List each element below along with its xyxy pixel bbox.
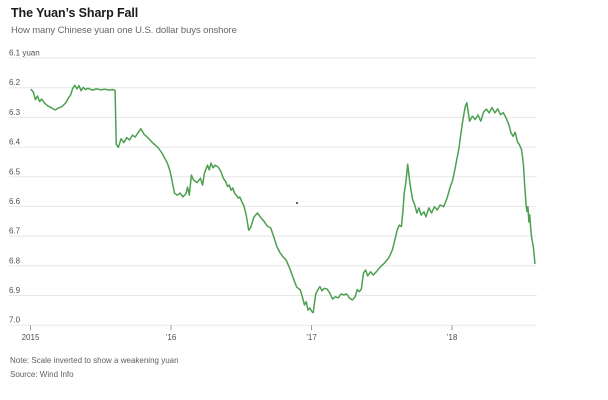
y-tick-label: 6.1 yuan (9, 49, 40, 58)
y-tick-label: 6.7 (9, 227, 21, 236)
chart-source: Source: Wind Info (10, 370, 74, 379)
y-tick-label: 6.4 (9, 138, 21, 147)
chart-note: Note: Scale inverted to show a weakening… (10, 356, 179, 365)
y-tick-label: 6.8 (9, 256, 21, 265)
speck-artifact (296, 202, 298, 204)
x-tick-label: ’17 (306, 333, 317, 342)
yuan-series-line (30, 84, 536, 314)
chart-subtitle: How many Chinese yuan one U.S. dollar bu… (11, 24, 237, 36)
chart-title: The Yuan’s Sharp Fall (11, 6, 139, 20)
y-tick-label: 6.5 (9, 167, 21, 176)
y-tick-label: 6.9 (9, 286, 21, 295)
y-tick-label: 6.3 (9, 108, 21, 117)
y-tick-label: 7.0 (9, 316, 21, 325)
x-tick-label: ’16 (166, 333, 177, 342)
y-tick-label: 6.2 (9, 78, 21, 87)
y-tick-label: 6.6 (9, 197, 21, 206)
x-tick-label: 2015 (22, 333, 40, 342)
x-tick-label: ’18 (447, 333, 458, 342)
